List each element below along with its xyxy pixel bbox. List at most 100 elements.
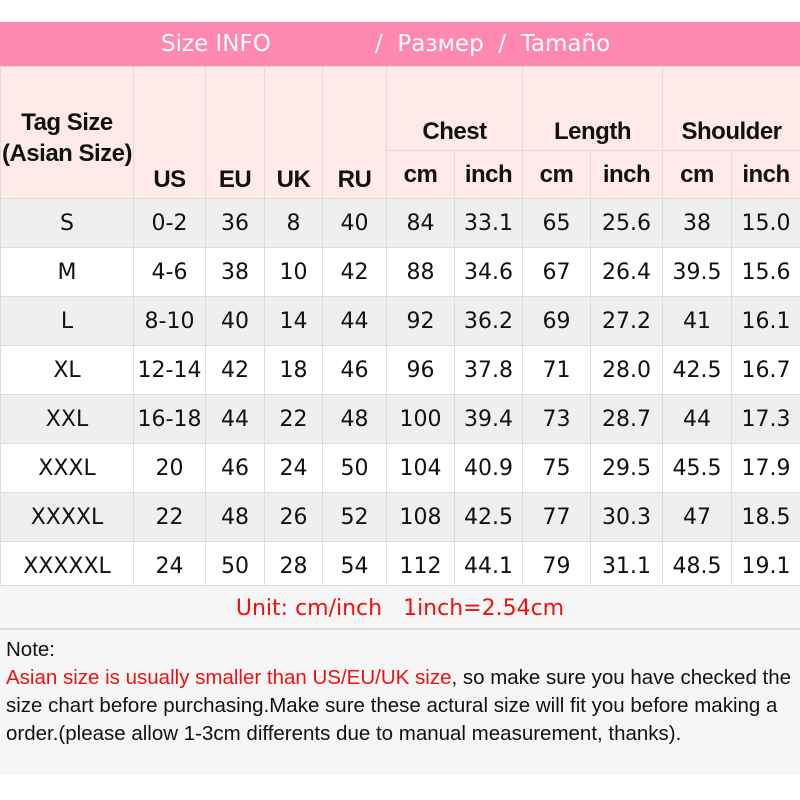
table-cell: 48 xyxy=(322,394,387,444)
table-cell: 38 xyxy=(205,247,265,297)
title-translations: / Размер / Tamaño xyxy=(375,31,611,57)
table-cell: 40.9 xyxy=(454,443,523,493)
header-eu: EU xyxy=(205,66,265,199)
table-cell: 15.0 xyxy=(731,198,800,248)
table-cell: 27.2 xyxy=(589,296,664,346)
table-cell: 42 xyxy=(322,247,387,297)
table-cell: S xyxy=(0,198,134,248)
table-cell: 52 xyxy=(322,492,387,542)
table-cell: 17.3 xyxy=(731,394,800,444)
header-uk: UK xyxy=(264,66,323,199)
size-table: Tag Size (Asian Size) US EU UK RU Chest … xyxy=(0,66,800,591)
table-cell: 28 xyxy=(264,541,323,591)
table-cell: 24 xyxy=(133,541,206,591)
table-row: M 4-6 38 10 42 88 34.6 67 26.4 39.5 15.6 xyxy=(0,247,800,297)
table-cell: 22 xyxy=(133,492,206,542)
table-cell: 48.5 xyxy=(662,541,733,591)
table-cell: 69 xyxy=(522,296,591,346)
table-cell: 39.4 xyxy=(454,394,523,444)
table-cell: 45.5 xyxy=(662,443,733,493)
table-row: L 8-10 40 14 44 92 36.2 69 27.2 41 16.1 xyxy=(0,296,800,346)
table-cell: 14 xyxy=(264,296,323,346)
table-cell: 30.3 xyxy=(589,492,664,542)
table-cell: 46 xyxy=(205,443,265,493)
table-cell: 40 xyxy=(205,296,265,346)
table-cell: 18.5 xyxy=(731,492,800,542)
note-box: Note: Asian size is usually smaller than… xyxy=(0,630,800,775)
title-bar: Size INFO / Размер / Tamaño xyxy=(0,22,800,66)
table-row: XXXL 20 46 24 50 104 40.9 75 29.5 45.5 17.9 xyxy=(0,443,800,493)
table-cell: XL xyxy=(0,345,134,395)
table-cell: 39.5 xyxy=(662,247,733,297)
table-cell: 18 xyxy=(264,345,323,395)
table-cell: 36 xyxy=(205,198,265,248)
table-cell: 79 xyxy=(522,541,591,591)
header-shoulder-cm: cm xyxy=(662,150,733,199)
table-cell: 47 xyxy=(662,492,733,542)
table-cell: 22 xyxy=(264,394,323,444)
table-cell: XXL xyxy=(0,394,134,444)
table-cell: 16.1 xyxy=(731,296,800,346)
header-chest-cm: cm xyxy=(386,150,455,199)
table-cell: 8-10 xyxy=(133,296,206,346)
table-row: XXL 16-18 44 22 48 100 39.4 73 28.7 44 17.3 xyxy=(0,394,800,444)
table-row: S 0-2 36 8 40 84 33.1 65 25.6 38 15.0 xyxy=(0,198,800,248)
table-cell: 75 xyxy=(522,443,591,493)
table-cell: 46 xyxy=(322,345,387,395)
table-cell: 42.5 xyxy=(454,492,523,542)
table-cell: 84 xyxy=(386,198,455,248)
unit-note: Unit: cm/inch 1inch=2.54cm xyxy=(0,585,800,630)
table-cell: 17.9 xyxy=(731,443,800,493)
header-chest-inch: inch xyxy=(454,150,523,199)
table-cell: 44 xyxy=(205,394,265,444)
table-cell: 44 xyxy=(322,296,387,346)
table-cell: 33.1 xyxy=(454,198,523,248)
table-cell: 0-2 xyxy=(133,198,206,248)
table-cell: 42.5 xyxy=(662,345,733,395)
table-cell: 16-18 xyxy=(133,394,206,444)
table-cell: 28.7 xyxy=(589,394,664,444)
table-cell: 25.6 xyxy=(589,198,664,248)
table-cell: M xyxy=(0,247,134,297)
header-shoulder-inch: inch xyxy=(731,150,800,199)
table-cell: 16.7 xyxy=(731,345,800,395)
title-size-info: Size INFO xyxy=(161,31,271,57)
table-cell: 26 xyxy=(264,492,323,542)
table-cell: 15.6 xyxy=(731,247,800,297)
table-cell: 67 xyxy=(522,247,591,297)
table-cell: 31.1 xyxy=(589,541,664,591)
table-cell: 50 xyxy=(322,443,387,493)
table-cell: 48 xyxy=(205,492,265,542)
header-tag-size: Tag Size (Asian Size) xyxy=(0,66,134,199)
table-cell: 28.0 xyxy=(589,345,664,395)
table-cell: 96 xyxy=(386,345,455,395)
note-label: Note: xyxy=(6,638,55,661)
table-cell: 65 xyxy=(522,198,591,248)
table-cell: 19.1 xyxy=(731,541,800,591)
note-warning: Asian size is usually smaller than US/EU… xyxy=(6,666,452,689)
note-text: Asian size is usually smaller than US/EU… xyxy=(6,664,794,748)
table-cell: 50 xyxy=(205,541,265,591)
table-cell: 38 xyxy=(662,198,733,248)
header-shoulder: Shoulder xyxy=(662,66,800,151)
table-cell: L xyxy=(0,296,134,346)
header-ru: RU xyxy=(322,66,387,199)
table-cell: 29.5 xyxy=(589,443,664,493)
table-cell: XXXL xyxy=(0,443,134,493)
table-cell: 34.6 xyxy=(454,247,523,297)
table-cell: 41 xyxy=(662,296,733,346)
table-cell: 8 xyxy=(264,198,323,248)
table-cell: 37.8 xyxy=(454,345,523,395)
table-cell: 24 xyxy=(264,443,323,493)
table-cell: 54 xyxy=(322,541,387,591)
note-body: , so make sure you have checked the size… xyxy=(6,666,792,745)
header-length-inch: inch xyxy=(589,150,664,199)
table-cell: 10 xyxy=(264,247,323,297)
table-row: XXXXL 22 48 26 52 108 42.5 77 30.3 47 18.5 xyxy=(0,492,800,542)
header-chest: Chest xyxy=(386,66,523,151)
header-length-cm: cm xyxy=(522,150,591,199)
table-cell: 92 xyxy=(386,296,455,346)
table-cell: 44 xyxy=(662,394,733,444)
table-cell: 108 xyxy=(386,492,455,542)
table-cell: 44.1 xyxy=(454,541,523,591)
